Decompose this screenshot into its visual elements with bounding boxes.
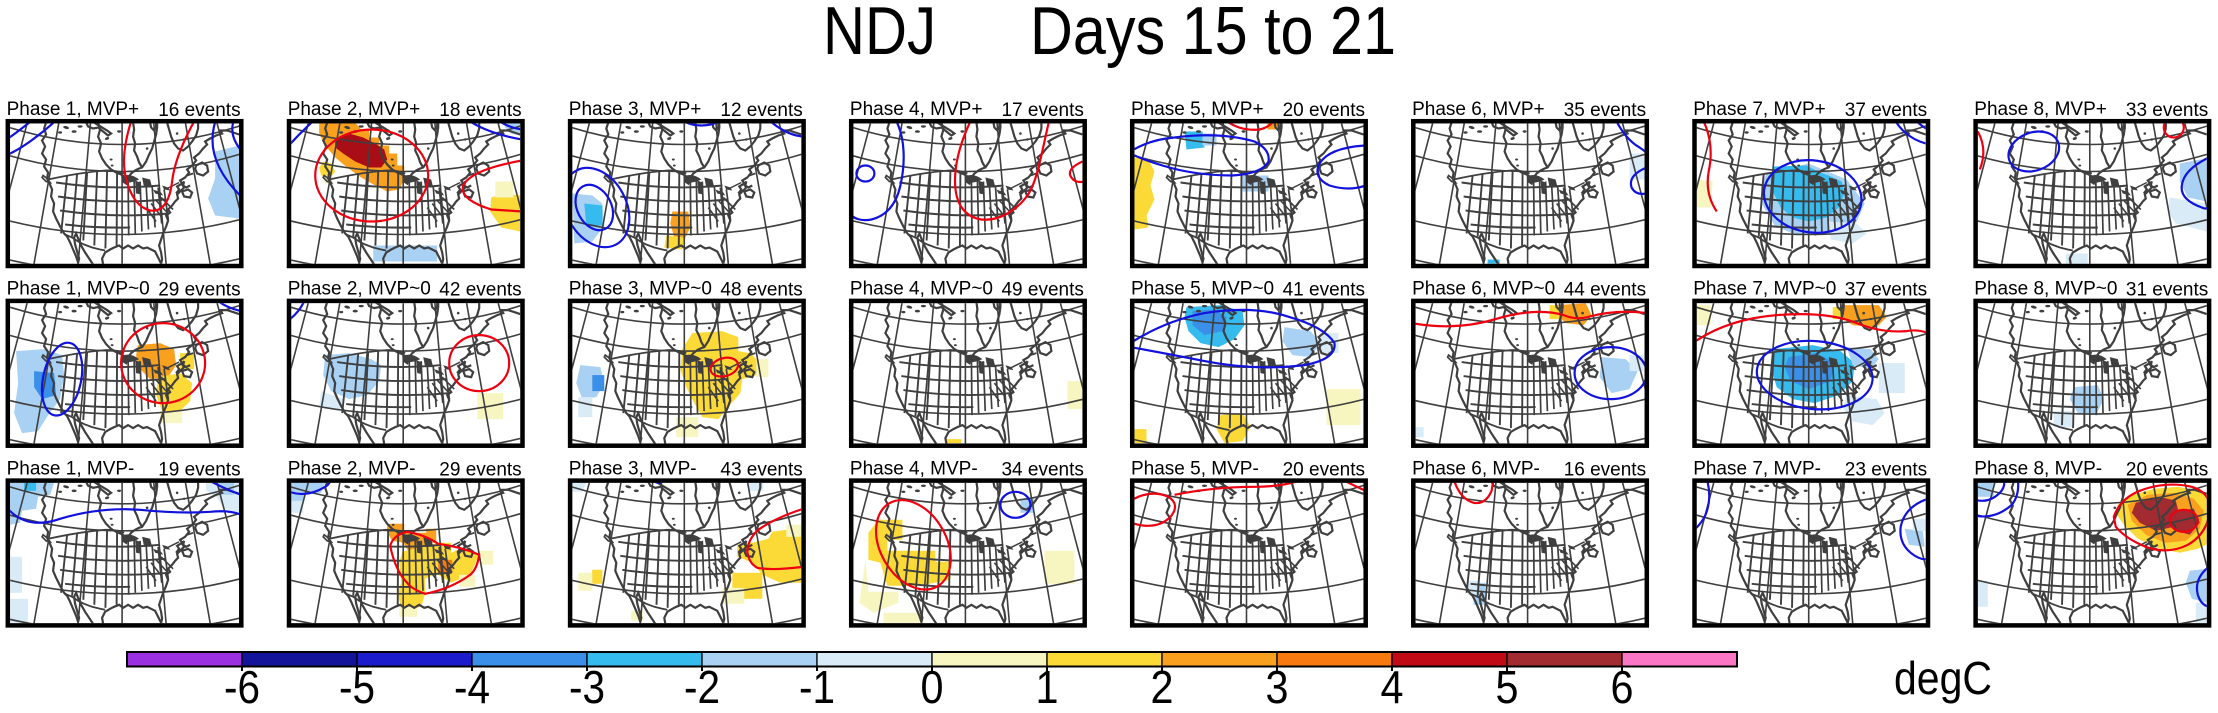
svg-text:NDJ: NDJ: [823, 0, 936, 69]
svg-text:20 events: 20 events: [2126, 459, 2208, 480]
svg-text:degC: degC: [1894, 652, 1992, 704]
svg-text:2: 2: [1151, 661, 1174, 708]
svg-text:-2: -2: [684, 661, 720, 708]
svg-text:Phase 2, MVP~0: Phase 2, MVP~0: [288, 279, 431, 300]
svg-text:1: 1: [1036, 661, 1059, 708]
svg-text:Phase 7, MVP~0: Phase 7, MVP~0: [1693, 279, 1836, 300]
svg-text:Phase 2, MVP+: Phase 2, MVP+: [288, 99, 421, 120]
svg-text:37 events: 37 events: [1845, 100, 1927, 121]
svg-text:Phase 5, MVP-: Phase 5, MVP-: [1131, 458, 1259, 479]
svg-text:5: 5: [1496, 661, 1519, 708]
svg-text:-1: -1: [799, 661, 835, 708]
svg-text:35 events: 35 events: [1564, 100, 1646, 121]
svg-text:Phase 4, MVP+: Phase 4, MVP+: [850, 99, 983, 120]
svg-text:Phase 8, MVP-: Phase 8, MVP-: [1974, 458, 2102, 479]
svg-text:Phase 3, MVP~0: Phase 3, MVP~0: [569, 279, 712, 300]
svg-text:16 events: 16 events: [158, 100, 240, 121]
svg-text:-6: -6: [224, 661, 260, 708]
svg-text:Phase 6, MVP+: Phase 6, MVP+: [1412, 99, 1545, 120]
svg-text:23 events: 23 events: [1845, 459, 1927, 480]
svg-text:31 events: 31 events: [2126, 280, 2208, 301]
svg-text:0: 0: [921, 661, 944, 708]
svg-text:43 events: 43 events: [720, 459, 802, 480]
svg-text:6: 6: [1611, 661, 1634, 708]
svg-text:Phase 1, MVP~0: Phase 1, MVP~0: [7, 279, 150, 300]
svg-text:49 events: 49 events: [1001, 280, 1083, 301]
svg-text:Phase 3, MVP+: Phase 3, MVP+: [569, 99, 702, 120]
svg-text:Phase 7, MVP-: Phase 7, MVP-: [1693, 458, 1821, 479]
svg-text:20 events: 20 events: [1283, 100, 1365, 121]
svg-text:18 events: 18 events: [439, 100, 521, 121]
svg-text:3: 3: [1266, 661, 1289, 708]
svg-text:Phase 8, MVP+: Phase 8, MVP+: [1974, 99, 2107, 120]
svg-text:-3: -3: [569, 661, 605, 708]
svg-text:Phase 4, MVP~0: Phase 4, MVP~0: [850, 279, 993, 300]
svg-text:41 events: 41 events: [1283, 280, 1365, 301]
svg-text:Phase 7, MVP+: Phase 7, MVP+: [1693, 99, 1826, 120]
svg-text:Phase 2, MVP-: Phase 2, MVP-: [288, 458, 416, 479]
svg-text:Phase 8, MVP~0: Phase 8, MVP~0: [1974, 279, 2117, 300]
svg-text:Phase 3, MVP-: Phase 3, MVP-: [569, 458, 697, 479]
svg-text:29 events: 29 events: [439, 459, 521, 480]
svg-text:Phase 5, MVP+: Phase 5, MVP+: [1131, 99, 1264, 120]
svg-text:42 events: 42 events: [439, 280, 521, 301]
svg-text:Phase 4, MVP-: Phase 4, MVP-: [850, 458, 978, 479]
svg-text:33 events: 33 events: [2126, 100, 2208, 121]
svg-text:4: 4: [1381, 661, 1404, 708]
svg-text:Phase 6, MVP~0: Phase 6, MVP~0: [1412, 279, 1555, 300]
svg-text:Phase 6, MVP-: Phase 6, MVP-: [1412, 458, 1540, 479]
svg-text:Days 15 to 21: Days 15 to 21: [1030, 0, 1396, 69]
svg-text:17 events: 17 events: [1001, 100, 1083, 121]
svg-text:44 events: 44 events: [1564, 280, 1646, 301]
svg-text:20 events: 20 events: [1283, 459, 1365, 480]
svg-text:Phase 1, MVP+: Phase 1, MVP+: [7, 99, 140, 120]
svg-text:16 events: 16 events: [1564, 459, 1646, 480]
svg-text:37 events: 37 events: [1845, 280, 1927, 301]
svg-text:-5: -5: [339, 661, 375, 708]
svg-text:12 events: 12 events: [720, 100, 802, 121]
svg-text:48 events: 48 events: [720, 280, 802, 301]
svg-text:-4: -4: [454, 661, 490, 708]
svg-text:19 events: 19 events: [158, 459, 240, 480]
svg-text:Phase 1, MVP-: Phase 1, MVP-: [7, 458, 135, 479]
svg-text:34 events: 34 events: [1001, 459, 1083, 480]
svg-text:29 events: 29 events: [158, 280, 240, 301]
svg-text:Phase 5, MVP~0: Phase 5, MVP~0: [1131, 279, 1274, 300]
